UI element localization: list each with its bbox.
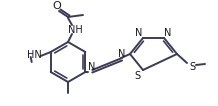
Text: N: N bbox=[88, 62, 95, 72]
Text: N: N bbox=[135, 28, 143, 38]
Text: O: O bbox=[53, 1, 61, 11]
Text: S: S bbox=[134, 71, 140, 81]
Text: N: N bbox=[164, 28, 172, 38]
Text: NH: NH bbox=[68, 25, 82, 35]
Text: S: S bbox=[189, 62, 195, 72]
Text: HN: HN bbox=[27, 50, 42, 60]
Text: N: N bbox=[118, 49, 126, 59]
